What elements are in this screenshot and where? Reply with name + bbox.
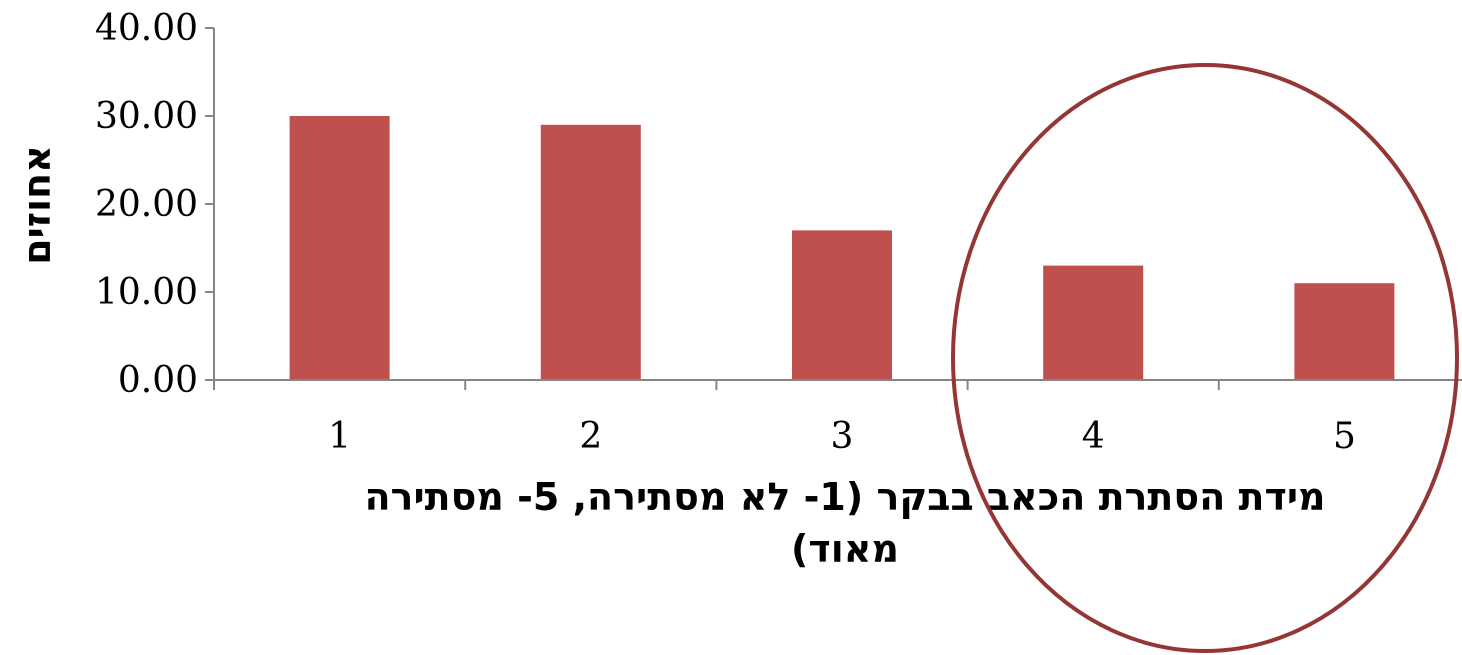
highlight-ellipse	[951, 63, 1459, 653]
x-ticks-group: 1 2 3 4 5	[328, 416, 1356, 457]
x-tick-label: 3	[831, 416, 854, 457]
x-tick-label: 2	[579, 416, 602, 457]
x-tick-label: 4	[1082, 416, 1105, 457]
axes-group	[205, 27, 1462, 390]
y-tick-label: 0.00	[118, 360, 198, 401]
y-tick-label: 30.00	[95, 96, 198, 137]
y-tick-label: 10.00	[95, 272, 198, 313]
bars-group	[289, 116, 1395, 380]
bar-1	[289, 116, 390, 380]
bar-5	[1294, 283, 1395, 380]
bar-4	[1043, 265, 1144, 380]
x-axis-title-line-2: מאוד)	[791, 527, 899, 571]
x-tick-label: 5	[1333, 416, 1356, 457]
y-ticks-group: 0.00 10.00 20.00 30.00 40.00	[95, 8, 198, 401]
y-tick-label: 40.00	[95, 8, 198, 49]
bar-3	[792, 230, 892, 380]
bar-2	[540, 124, 641, 380]
y-axis-title: אחוזים	[15, 145, 59, 265]
x-tick-label: 1	[328, 416, 351, 457]
y-tick-label: 20.00	[95, 184, 198, 225]
x-axis-title-line-1: מידת הסתרת הכאב בבקר (1- לא מסתירה, 5- מ…	[364, 475, 1325, 519]
